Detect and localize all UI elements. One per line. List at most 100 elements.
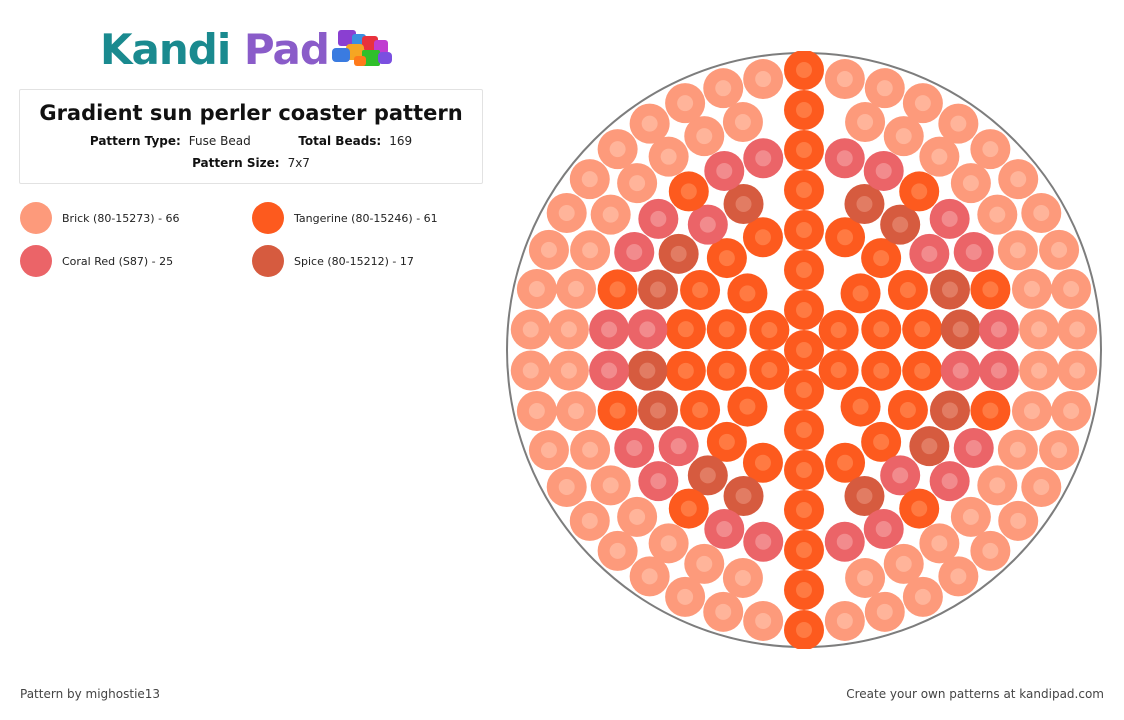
bead-hole [873,321,890,338]
bead-hole [629,508,646,525]
bead-hole [677,588,694,605]
bead-hole [558,205,575,221]
bead-hole [718,321,735,338]
bead-hole [876,603,893,620]
bead-hole [965,440,982,456]
bead-hole [1069,321,1086,338]
kandipad-logo[interactable]: Kandi Pad [100,24,410,76]
bead-hole [796,302,812,318]
bead-hole [761,322,778,338]
bead-hole [796,142,812,158]
legend-label: Brick (80-15273) - 66 [62,211,180,225]
bead-hole [696,128,713,145]
pattern-credit[interactable]: Pattern by mighostie13 [20,687,161,701]
legend-label: Tangerine (80-15246) - 61 [294,211,438,225]
bead-hole [735,196,752,213]
bead-hole [718,433,735,450]
pattern-info-panel: Gradient sun perler coaster pattern Patt… [19,89,483,184]
bead-hole [755,71,772,88]
bead-hole [952,362,969,379]
kandipad-link[interactable]: Create your own patterns at kandipad.com [846,687,1104,701]
bead-hole [692,402,709,418]
pattern-size-value: 7x7 [287,156,310,170]
bead-hole [852,398,869,415]
bead-hole [582,242,599,259]
bead-hole [581,171,598,188]
bead-hole [650,281,667,298]
bead-hole [568,280,585,297]
bead-hole [990,321,1007,338]
bead-hole [982,141,999,158]
bead-hole [856,487,873,504]
bead-hole [962,175,979,192]
color-swatch [252,245,284,277]
bead-hole [582,441,599,458]
bead-hole [895,555,912,572]
bead-hole [680,500,697,517]
bead-hole [796,262,812,278]
bead-hole [558,479,575,495]
legend-item-brick: Brick (80-15273) - 66 [20,202,180,234]
bead-hole [641,568,658,585]
bead-hole [836,533,853,550]
bead-hole [522,321,539,338]
bead-hole [796,422,812,438]
bead-hole [931,535,948,552]
bead-hole [699,216,716,233]
bead-hole [952,321,969,338]
bead-hole [962,508,979,525]
bead-hole [626,244,643,260]
bead-hole [796,382,812,398]
bead-hole [1010,171,1027,188]
bead-hole [836,150,853,167]
bead-hole [734,569,751,586]
bead-hole [715,603,732,620]
bead-hole [899,282,916,298]
bead-hole [875,162,892,179]
bead-hole [941,281,958,298]
bead-hole [911,500,928,517]
total-beads-label: Total Beads: [298,134,382,148]
bead-hole [837,454,854,471]
bead-hole [560,362,577,379]
bead-hole [852,285,869,302]
bead-hole [739,398,756,415]
bead-hole [950,568,967,585]
bead-hole [941,473,958,490]
bead-hole [989,206,1006,223]
pattern-size-label: Pattern Size: [192,156,280,170]
bead-hole [650,402,667,419]
bead-hole [836,612,853,629]
bead-hole [1031,362,1048,379]
bead-hole [601,362,618,379]
bead-hole [639,321,656,338]
bead-hole [718,362,735,379]
bead-hole [837,229,854,246]
bead-hole [1009,441,1026,458]
bead-hole [755,533,772,550]
bead-hole [629,175,646,192]
bead-hole [895,128,912,145]
bead-hole [914,588,931,605]
bead-hole [796,622,812,638]
legend-item-tangerine: Tangerine (80-15246) - 61 [252,202,438,234]
bead-hole [796,182,812,198]
bead-hole [609,281,626,298]
bead-hole [796,222,812,238]
bead-hole [1033,205,1050,221]
bead-hole [699,467,716,484]
bead-hole [892,216,909,233]
bead-hole [950,115,967,132]
bead-hole [677,362,694,379]
pattern-title: Gradient sun perler coaster pattern [39,101,463,125]
bead-hole [796,582,812,598]
bead-hole [1069,362,1086,379]
bead-hole [873,362,890,379]
bead-hole [739,285,756,302]
pattern-type-value: Fuse Bead [188,134,251,148]
bead-hole [761,362,778,378]
bead-hole [650,473,667,490]
bead-hole [754,229,771,246]
bead-hole [836,71,853,88]
bead-hole [830,322,847,338]
